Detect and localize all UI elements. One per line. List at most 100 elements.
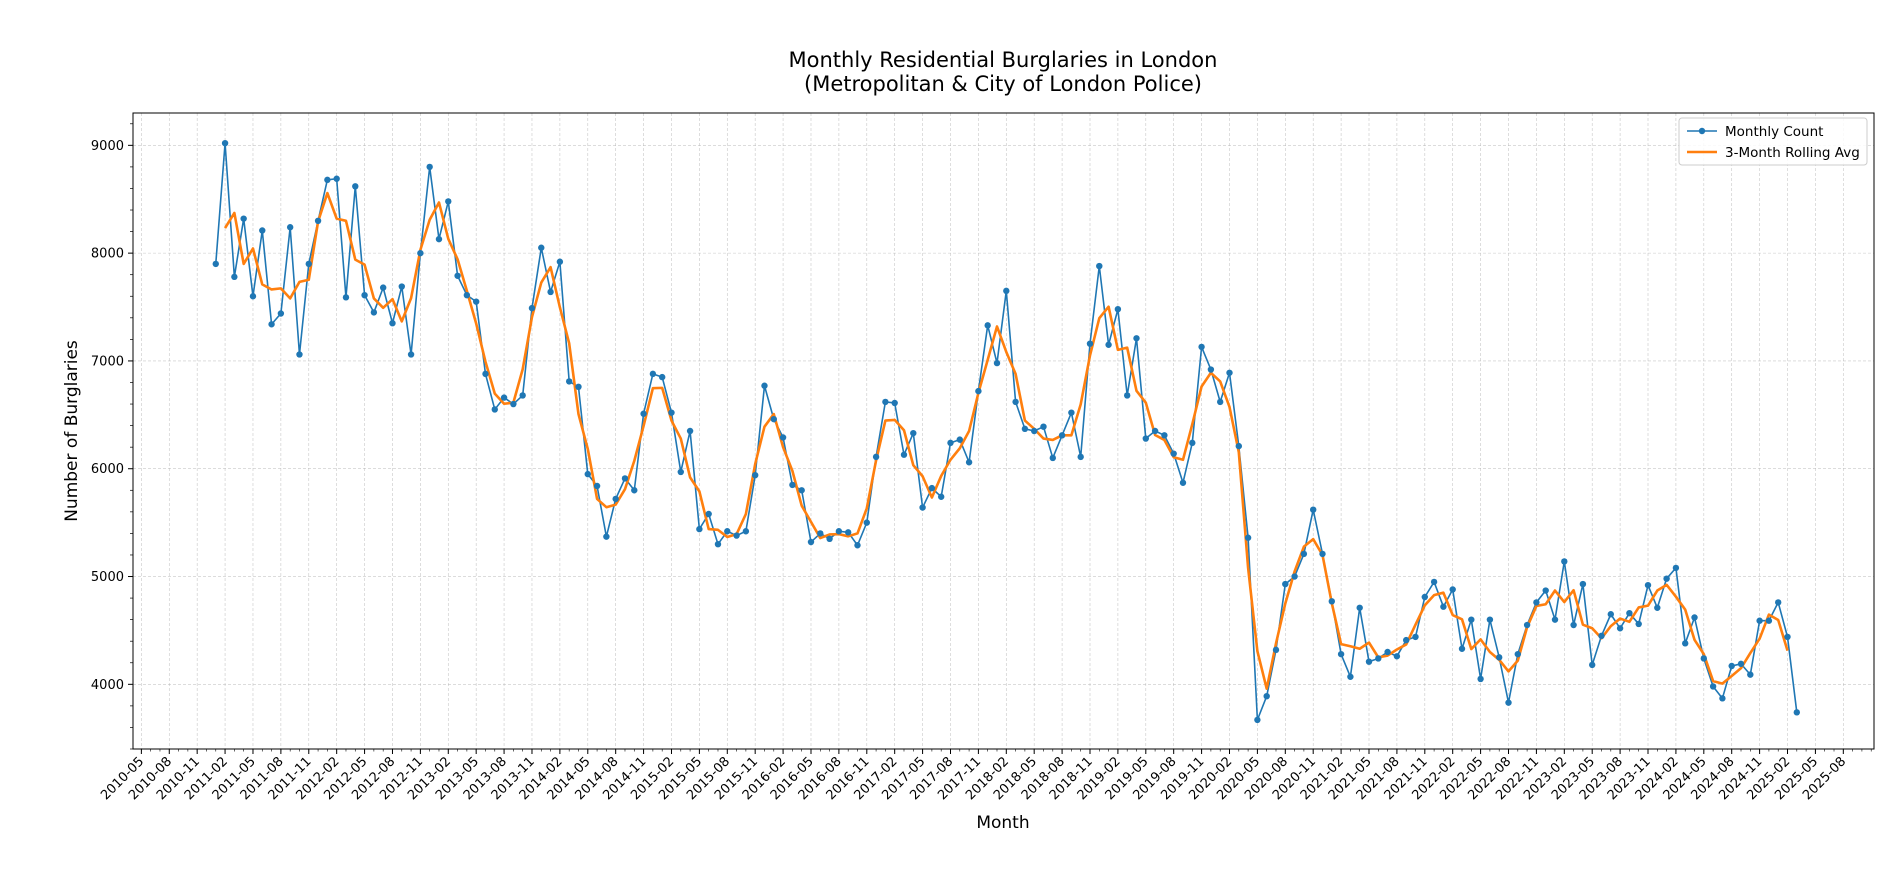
- data-point-monthly-count: [1096, 262, 1103, 270]
- data-point-monthly-count: [1114, 305, 1122, 313]
- data-point-monthly-count: [631, 487, 638, 494]
- data-point-monthly-count: [286, 224, 294, 231]
- data-point-monthly-count: [770, 415, 777, 423]
- data-point-monthly-count: [1589, 661, 1596, 669]
- data-point-monthly-count: [324, 176, 331, 184]
- data-point-monthly-count: [984, 322, 991, 329]
- data-point-monthly-count: [1542, 587, 1549, 594]
- data-point-monthly-count: [1384, 648, 1391, 656]
- chart-subtitle: (Metropolitan & City of London Police): [804, 72, 1202, 96]
- data-point-monthly-count: [1040, 423, 1047, 430]
- data-point-monthly-count: [1300, 550, 1308, 558]
- data-point-monthly-count: [1775, 599, 1782, 606]
- data-point-monthly-count: [1216, 398, 1224, 406]
- data-point-monthly-count: [1328, 598, 1336, 605]
- data-point-monthly-count: [733, 532, 740, 539]
- data-point-monthly-count: [1635, 620, 1642, 628]
- data-point-monthly-count: [1151, 427, 1159, 435]
- data-point-monthly-count: [296, 351, 303, 358]
- data-point-monthly-count: [649, 370, 657, 378]
- data-point-monthly-count: [947, 439, 954, 447]
- y-axis-label: Number of Burglaries: [62, 340, 82, 522]
- data-point-monthly-count: [249, 293, 257, 300]
- legend-marker-monthly: [1698, 127, 1706, 135]
- data-point-monthly-count: [1189, 439, 1196, 447]
- data-point-monthly-count: [724, 528, 731, 535]
- data-point-monthly-count: [826, 535, 833, 542]
- data-point-monthly-count: [668, 409, 675, 416]
- data-point-monthly-count: [807, 538, 815, 546]
- y-tick-label: 6000: [91, 462, 124, 477]
- legend-label-monthly: Monthly Count: [1725, 124, 1823, 140]
- data-point-monthly-count: [1570, 621, 1577, 629]
- data-point-monthly-count: [817, 530, 824, 537]
- data-point-monthly-count: [1579, 580, 1587, 588]
- data-point-monthly-count: [482, 370, 489, 378]
- data-point-monthly-count: [742, 528, 750, 535]
- data-point-monthly-count: [342, 294, 350, 301]
- data-point-monthly-count: [389, 320, 396, 327]
- data-point-monthly-count: [1430, 578, 1438, 586]
- y-tick-label: 4000: [91, 678, 124, 693]
- data-point-monthly-count: [789, 481, 796, 489]
- data-point-monthly-count: [863, 519, 870, 526]
- data-point-monthly-count: [1737, 660, 1745, 668]
- data-point-monthly-count: [1728, 662, 1735, 670]
- data-point-monthly-count: [1421, 593, 1429, 601]
- data-point-monthly-count: [1198, 343, 1205, 351]
- data-point-monthly-count: [1626, 609, 1633, 617]
- data-point-monthly-count: [900, 451, 908, 458]
- data-point-monthly-count: [1291, 573, 1298, 580]
- data-point-monthly-count: [212, 260, 219, 268]
- data-point-monthly-count: [1393, 653, 1401, 660]
- data-point-monthly-count: [640, 410, 647, 417]
- data-point-monthly-count: [1449, 586, 1456, 593]
- data-point-monthly-count: [1254, 716, 1261, 724]
- data-point-monthly-count: [1412, 633, 1419, 641]
- data-point-monthly-count: [333, 175, 340, 182]
- data-point-monthly-count: [231, 273, 238, 281]
- plot-frame: [132, 112, 1875, 750]
- data-point-monthly-count: [1756, 617, 1763, 624]
- data-point-monthly-count: [1468, 616, 1475, 623]
- data-point-monthly-count: [677, 468, 684, 476]
- data-point-monthly-count: [352, 183, 359, 190]
- data-point-monthly-count: [1458, 645, 1466, 652]
- data-point-monthly-count: [500, 394, 508, 401]
- data-point-monthly-count: [1077, 453, 1084, 461]
- data-point-monthly-count: [1598, 632, 1605, 640]
- data-point-monthly-count: [1486, 616, 1494, 623]
- data-point-monthly-count: [1644, 581, 1652, 589]
- data-point-monthly-count: [575, 383, 582, 390]
- data-point-monthly-count: [305, 260, 312, 268]
- data-point-monthly-count: [221, 139, 229, 147]
- data-point-monthly-count: [1226, 369, 1233, 376]
- data-point-monthly-count: [1607, 611, 1615, 618]
- data-point-monthly-count: [975, 387, 982, 395]
- data-point-monthly-count: [268, 321, 275, 328]
- data-point-monthly-count: [844, 529, 852, 536]
- data-point-monthly-count: [1375, 655, 1382, 662]
- data-point-monthly-count: [1123, 392, 1131, 399]
- data-point-monthly-count: [454, 272, 461, 279]
- data-point-monthly-count: [705, 510, 712, 518]
- data-point-monthly-count: [1282, 580, 1289, 588]
- data-point-monthly-count: [779, 434, 787, 441]
- data-point-monthly-count: [1477, 675, 1484, 683]
- data-point-monthly-count: [379, 284, 387, 291]
- data-point-monthly-count: [1068, 409, 1075, 416]
- data-point-monthly-count: [872, 453, 880, 461]
- data-point-monthly-count: [1533, 599, 1540, 606]
- data-point-monthly-count: [1403, 636, 1410, 644]
- data-point-monthly-count: [1105, 341, 1112, 348]
- data-point-monthly-count: [584, 470, 591, 478]
- data-point-monthly-count: [510, 400, 517, 408]
- data-point-monthly-count: [1654, 604, 1661, 611]
- data-point-monthly-count: [407, 351, 415, 358]
- data-point-monthly-count: [1263, 692, 1270, 700]
- data-point-monthly-count: [603, 533, 610, 540]
- data-point-monthly-count: [1561, 558, 1568, 565]
- y-tick-label: 7000: [91, 354, 124, 369]
- data-point-monthly-count: [1440, 603, 1447, 610]
